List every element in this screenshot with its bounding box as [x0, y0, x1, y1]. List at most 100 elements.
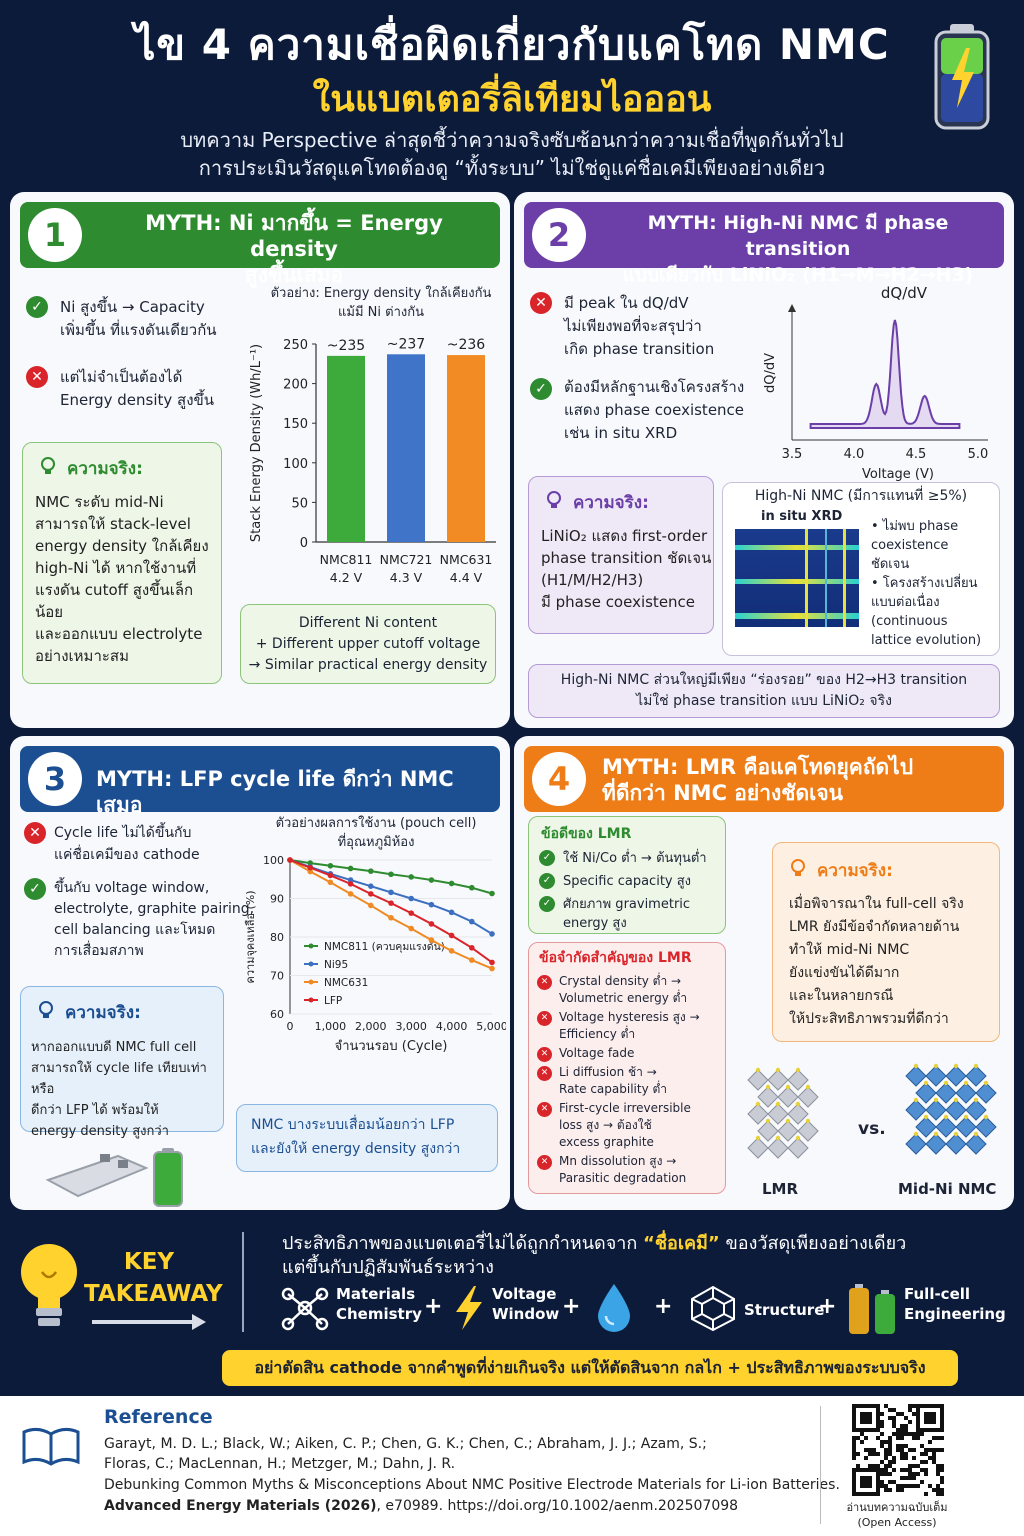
note-text: และยังให้ energy density สูงกว่า — [251, 1141, 461, 1157]
qr-module — [880, 1468, 884, 1472]
x-axis-label: จำนวนรอบ (Cycle) — [335, 1039, 448, 1054]
legend-label: LFP — [324, 995, 342, 1007]
reality-text: energy density ใกล้เคียง — [35, 537, 209, 555]
qr-module — [940, 1480, 944, 1484]
reality-box: ความจริง: NMC ระดับ mid-Ni สามารถให้ stac… — [22, 442, 222, 684]
myth-title: MYTH: LMR คือแคโทดยุคถัดไป — [602, 755, 914, 779]
qr-module — [884, 1440, 888, 1444]
plus-sign: + — [654, 1294, 673, 1319]
octahedron — [747, 1137, 769, 1159]
xrd-note: coexistence — [871, 538, 949, 553]
atom — [913, 1131, 919, 1137]
qr-module — [888, 1444, 892, 1448]
qr-module — [916, 1432, 920, 1436]
advantage-text: Specific capacity สูง — [563, 874, 692, 889]
cross-icon: ✕ — [537, 1047, 552, 1062]
qr-module — [912, 1456, 916, 1460]
data-point — [489, 959, 495, 966]
reference-authors: Garayt, M. D. L.; Black, W.; Aiken, C. P… — [104, 1436, 707, 1452]
qr-module — [892, 1432, 896, 1436]
data-point — [307, 864, 313, 871]
data-point — [388, 889, 394, 896]
octahedron — [767, 1137, 789, 1159]
xrd-note: (continuous — [871, 614, 948, 629]
factor-label: Chemistry — [336, 1305, 422, 1323]
qr-module — [892, 1468, 896, 1472]
reality-text: หากออกแบบดี NMC full cell — [31, 1040, 197, 1055]
myth-1-header: 1 MYTH: Ni มากขึ้น = Energy density สูงข… — [20, 202, 500, 287]
qr-module — [940, 1476, 944, 1480]
vs-label: vs. — [858, 1119, 886, 1139]
qr-module — [888, 1452, 892, 1456]
reality-text: และในหลายกรณี — [789, 988, 894, 1004]
qr-module — [900, 1456, 904, 1460]
lightbulb-icon — [791, 859, 805, 876]
qr-module — [932, 1488, 936, 1492]
data-point — [489, 965, 495, 972]
check-icon: ✓ — [26, 296, 48, 318]
data-point — [448, 880, 455, 887]
qr-module — [896, 1444, 900, 1448]
qr-module — [884, 1488, 888, 1492]
octahedron — [965, 1133, 987, 1155]
data-point — [287, 857, 293, 863]
octahedron — [767, 1103, 789, 1125]
atom — [953, 1131, 959, 1137]
cross-icon: ✕ — [26, 366, 48, 388]
qr-module — [888, 1416, 892, 1420]
octahedron — [945, 1099, 967, 1121]
octahedron — [905, 1065, 927, 1087]
myth-title: สูงขึ้นเสมอ — [244, 263, 344, 287]
qr-module — [908, 1448, 912, 1452]
data-point — [368, 891, 374, 897]
qr-module — [888, 1408, 892, 1412]
qr-module — [900, 1428, 904, 1432]
data-point — [448, 948, 455, 954]
limitations-box: ข้อจำกัดสำคัญของ LMR ✕ Crystal density ต่… — [528, 942, 726, 1194]
factor-label: Structure — [744, 1301, 825, 1319]
data-point — [489, 931, 495, 937]
data-point — [307, 860, 313, 866]
qr-code[interactable] — [852, 1404, 944, 1496]
octahedron — [955, 1082, 977, 1104]
qr-module — [908, 1404, 912, 1408]
x-tick-sublabel: 4.3 V — [390, 570, 423, 585]
atom — [775, 1101, 781, 1107]
note-text: Different Ni content — [298, 615, 438, 631]
qr-module — [868, 1464, 872, 1468]
qr-module — [876, 1464, 880, 1468]
reference-article-title: Debunking Common Myths & Misconceptions … — [104, 1477, 840, 1493]
qr-module — [892, 1424, 896, 1428]
data-point — [448, 909, 455, 916]
qr-module — [856, 1436, 860, 1440]
qr-module — [888, 1472, 892, 1476]
atom — [943, 1114, 949, 1120]
y-tick-label: 60 — [270, 1008, 284, 1021]
plus-sign: + — [562, 1294, 581, 1319]
qr-module — [916, 1472, 920, 1476]
bar — [387, 354, 425, 542]
qr-module — [932, 1456, 936, 1460]
point-text: electrolyte, graphite pairing, — [54, 901, 255, 917]
book-icon — [22, 1427, 80, 1466]
atom — [983, 1080, 989, 1086]
note-text: NMC บางระบบเสื่อมน้อยกว่า LFP — [251, 1117, 455, 1133]
reality-text: LiNiO₂ แสดง first-order — [541, 527, 708, 545]
qr-module — [932, 1460, 936, 1464]
qr-module — [876, 1452, 880, 1456]
qr-module — [880, 1484, 884, 1488]
data-point — [428, 937, 435, 943]
octahedron — [955, 1116, 977, 1138]
data-point — [408, 874, 414, 880]
qr-module — [912, 1484, 916, 1488]
qr-module — [940, 1436, 944, 1440]
qr-module — [888, 1488, 892, 1492]
reality-text: แรงดัน cutoff สูงขึ้นเล็กน้อย — [35, 581, 194, 621]
qr-module — [872, 1452, 876, 1456]
y-tick-label: 100 — [263, 854, 284, 867]
qr-module — [852, 1444, 856, 1448]
bar — [447, 355, 485, 542]
lightbulb-icon — [547, 491, 561, 508]
reality-title: ความจริง: — [817, 861, 893, 881]
qr-module — [852, 1436, 856, 1440]
